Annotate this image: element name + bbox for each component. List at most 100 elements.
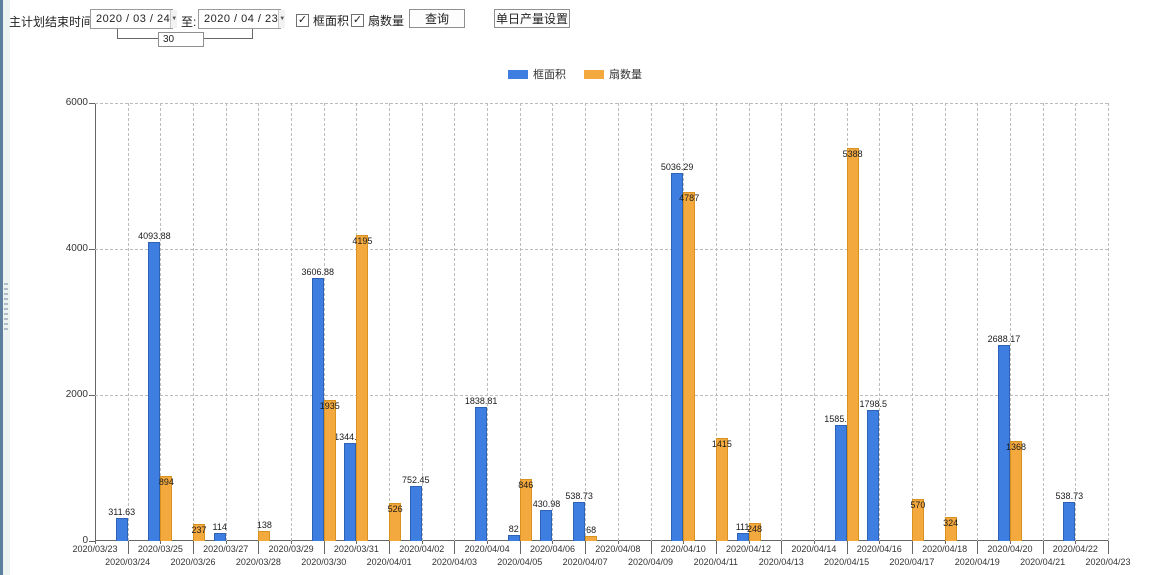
bar-value-label: 570 bbox=[910, 500, 926, 510]
bar-frame-area bbox=[834, 425, 847, 541]
bar-sash-count bbox=[846, 148, 859, 541]
bar-sash-count bbox=[160, 476, 173, 541]
chevron-down-icon: ▼ bbox=[171, 16, 178, 22]
bar-frame-area bbox=[213, 533, 226, 541]
x-axis-date-label: 2020/04/05 bbox=[497, 557, 543, 567]
bar-sash-count bbox=[323, 400, 336, 541]
y-axis-tick bbox=[89, 103, 95, 104]
x-axis-date-label: 2020/04/23 bbox=[1085, 557, 1131, 567]
vertical-gridline bbox=[389, 103, 391, 541]
x-axis-date-label: 2020/04/19 bbox=[954, 557, 1000, 567]
horizontal-gridline bbox=[95, 103, 1108, 104]
bar-frame-area bbox=[115, 518, 128, 541]
x-axis-tick bbox=[585, 541, 587, 554]
legend-item-frame-area[interactable]: 框面积 bbox=[508, 66, 566, 82]
bar-sash-count bbox=[683, 192, 696, 541]
query-button[interactable]: 查询 bbox=[409, 9, 465, 28]
bar-frame-area bbox=[540, 510, 553, 541]
x-axis-date-label: 2020/03/24 bbox=[105, 557, 151, 567]
chart-legend: 框面积 扇数量 bbox=[0, 66, 1150, 82]
checkbox-frame-area-label: 框面积 bbox=[313, 14, 350, 28]
bar-value-label: 4093.88 bbox=[138, 231, 171, 241]
x-axis-date-label: 2020/03/27 bbox=[203, 544, 249, 554]
x-axis-tick bbox=[487, 541, 489, 544]
vertical-gridline bbox=[781, 103, 783, 541]
vertical-gridline bbox=[193, 103, 195, 541]
date-to-picker[interactable]: 2020 / 04 / 23 ▼ bbox=[198, 9, 286, 29]
vertical-gridline bbox=[879, 103, 881, 541]
x-axis-tick bbox=[356, 541, 358, 544]
bar-sash-count bbox=[519, 479, 532, 541]
query-button-label: 查询 bbox=[424, 12, 449, 26]
bar-frame-area bbox=[311, 278, 324, 541]
x-axis-tick bbox=[160, 541, 162, 544]
x-axis-date-label: 2020/04/07 bbox=[562, 557, 608, 567]
vertical-gridline bbox=[585, 103, 587, 541]
x-axis-tick bbox=[225, 541, 227, 544]
x-axis-tick bbox=[977, 541, 979, 554]
bar-frame-area bbox=[671, 173, 684, 541]
daily-output-settings-label: 单日产量设置 bbox=[495, 12, 568, 26]
vertical-gridline bbox=[1042, 103, 1044, 541]
to-label: 至: bbox=[181, 15, 197, 29]
vertical-gridline bbox=[617, 103, 619, 541]
left-dock-strip bbox=[0, 0, 10, 575]
vertical-gridline bbox=[160, 103, 162, 541]
checkbox-sash-count[interactable]: ✓ 扇数量 bbox=[351, 12, 404, 29]
bar-value-label: 1344.95 bbox=[334, 432, 367, 442]
legend-swatch-blue bbox=[508, 69, 528, 79]
bar-sash-count bbox=[193, 524, 206, 541]
bar-value-label: 752.45 bbox=[402, 475, 430, 485]
x-axis-tick bbox=[291, 541, 293, 544]
x-axis-tick bbox=[421, 541, 423, 544]
splitter-grip-icon[interactable] bbox=[4, 283, 8, 331]
bar-value-label: 538.73 bbox=[1055, 491, 1084, 501]
x-axis-tick bbox=[683, 541, 685, 544]
vertical-gridline bbox=[911, 103, 913, 541]
plan-end-time-label: 主计划结束时间: bbox=[9, 15, 97, 29]
bar-frame-area bbox=[573, 502, 586, 541]
vertical-gridline bbox=[813, 103, 815, 541]
x-axis-date-label: 2020/04/01 bbox=[366, 557, 412, 567]
bar-sash-count bbox=[389, 503, 402, 541]
x-axis-tick bbox=[715, 541, 717, 554]
bar-sash-count bbox=[944, 517, 957, 541]
interval-connector-right bbox=[204, 29, 253, 39]
bar-value-label: 5036.29 bbox=[660, 162, 694, 172]
x-axis-date-label: 2020/04/08 bbox=[595, 544, 641, 554]
x-axis-tick bbox=[944, 541, 946, 544]
checkbox-frame-area[interactable]: ✓ 框面积 bbox=[296, 12, 349, 29]
bar-value-label: 3606.88 bbox=[301, 267, 334, 277]
x-axis-tick bbox=[323, 541, 325, 554]
chevron-down-icon: ▼ bbox=[279, 16, 286, 22]
date-from-picker[interactable]: 2020 / 03 / 24 ▼ bbox=[90, 9, 178, 29]
vertical-gridline bbox=[225, 103, 227, 541]
x-axis-date-label: 2020/04/12 bbox=[726, 544, 772, 554]
y-axis-tick bbox=[89, 541, 95, 542]
vertical-gridline bbox=[127, 103, 129, 541]
bar-frame-area bbox=[409, 486, 422, 541]
x-axis-date-label: 2020/03/26 bbox=[170, 557, 216, 567]
bar-value-label: 538.73 bbox=[565, 491, 593, 501]
vertical-gridline bbox=[1075, 103, 1077, 541]
interval-days-input[interactable]: 30 bbox=[158, 32, 204, 47]
interval-days-value: 30 bbox=[163, 34, 175, 45]
date-from-dropdown-button[interactable]: ▼ bbox=[170, 10, 178, 28]
legend-item-sash-count[interactable]: 扇数量 bbox=[584, 66, 642, 82]
x-axis-tick bbox=[911, 541, 913, 554]
x-axis-tick bbox=[879, 541, 881, 544]
x-axis-date-label: 2020/04/10 bbox=[660, 544, 706, 554]
x-axis-tick bbox=[781, 541, 783, 554]
horizontal-gridline bbox=[95, 395, 1108, 396]
x-axis-tick bbox=[552, 541, 554, 544]
date-to-dropdown-button[interactable]: ▼ bbox=[278, 10, 286, 28]
bar-sash-count bbox=[911, 499, 924, 541]
x-axis-tick bbox=[519, 541, 521, 554]
x-axis-tick bbox=[1075, 541, 1077, 544]
daily-output-settings-button[interactable]: 单日产量设置 bbox=[494, 9, 570, 28]
x-axis-date-label: 2020/03/31 bbox=[333, 544, 379, 554]
bar-frame-area bbox=[148, 242, 161, 541]
bar-sash-count bbox=[748, 523, 761, 541]
x-axis-date-label: 2020/04/11 bbox=[693, 557, 739, 567]
